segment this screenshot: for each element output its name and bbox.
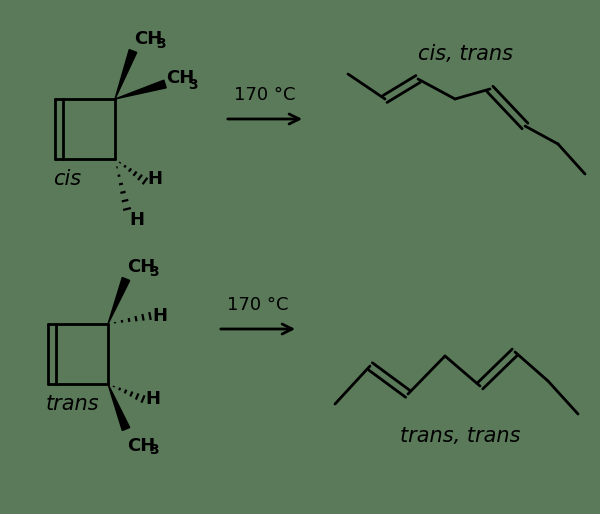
Text: 3: 3 (188, 78, 197, 92)
Text: H: H (145, 390, 160, 408)
Polygon shape (108, 278, 130, 324)
Text: H: H (129, 211, 144, 229)
Text: CH: CH (127, 258, 155, 276)
Polygon shape (115, 80, 166, 99)
Text: H: H (152, 307, 167, 325)
Polygon shape (108, 384, 130, 431)
Text: CH: CH (127, 437, 155, 455)
Text: CH: CH (134, 30, 162, 48)
Text: 170 °C: 170 °C (227, 296, 289, 314)
Text: CH: CH (166, 69, 194, 87)
Text: H: H (147, 170, 162, 188)
Text: cis, trans: cis, trans (418, 44, 512, 64)
Text: trans, trans: trans, trans (400, 426, 520, 446)
Text: 3: 3 (156, 37, 166, 51)
Text: trans: trans (46, 394, 100, 414)
Text: cis: cis (53, 169, 81, 189)
Text: 3: 3 (149, 265, 158, 279)
Text: 3: 3 (149, 443, 158, 457)
Polygon shape (115, 49, 137, 99)
Text: 170 °C: 170 °C (234, 86, 296, 104)
